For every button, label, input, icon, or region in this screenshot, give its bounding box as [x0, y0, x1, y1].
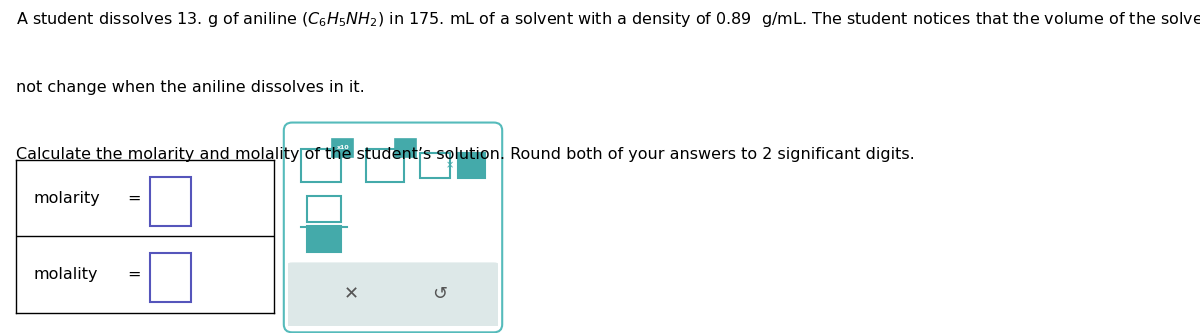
- FancyBboxPatch shape: [395, 139, 416, 157]
- FancyBboxPatch shape: [307, 226, 341, 252]
- Text: ×: ×: [445, 161, 454, 170]
- FancyBboxPatch shape: [458, 153, 485, 178]
- Text: molarity: molarity: [34, 190, 101, 206]
- FancyBboxPatch shape: [366, 149, 403, 182]
- FancyBboxPatch shape: [284, 123, 503, 332]
- FancyBboxPatch shape: [301, 149, 341, 182]
- FancyBboxPatch shape: [284, 262, 503, 332]
- Text: molality: molality: [34, 267, 98, 282]
- FancyBboxPatch shape: [332, 139, 353, 157]
- Text: not change when the aniline dissolves in it.: not change when the aniline dissolves in…: [16, 80, 365, 95]
- Text: x10: x10: [337, 145, 350, 150]
- Text: =: =: [127, 267, 142, 282]
- FancyBboxPatch shape: [420, 153, 450, 178]
- Bar: [293, 264, 494, 280]
- Text: =: =: [127, 190, 142, 206]
- FancyBboxPatch shape: [150, 253, 191, 302]
- Text: Calculate the molarity and molality of the student’s solution. Round both of you: Calculate the molarity and molality of t…: [16, 147, 914, 162]
- Text: ✕: ✕: [343, 285, 359, 303]
- Text: A student dissolves 13. g of aniline $\left(C_6H_5NH_2\right)$ in 175. mL of a s: A student dissolves 13. g of aniline $\l…: [16, 10, 1200, 29]
- FancyBboxPatch shape: [150, 177, 191, 226]
- FancyBboxPatch shape: [307, 196, 341, 222]
- Text: ↺: ↺: [432, 285, 446, 303]
